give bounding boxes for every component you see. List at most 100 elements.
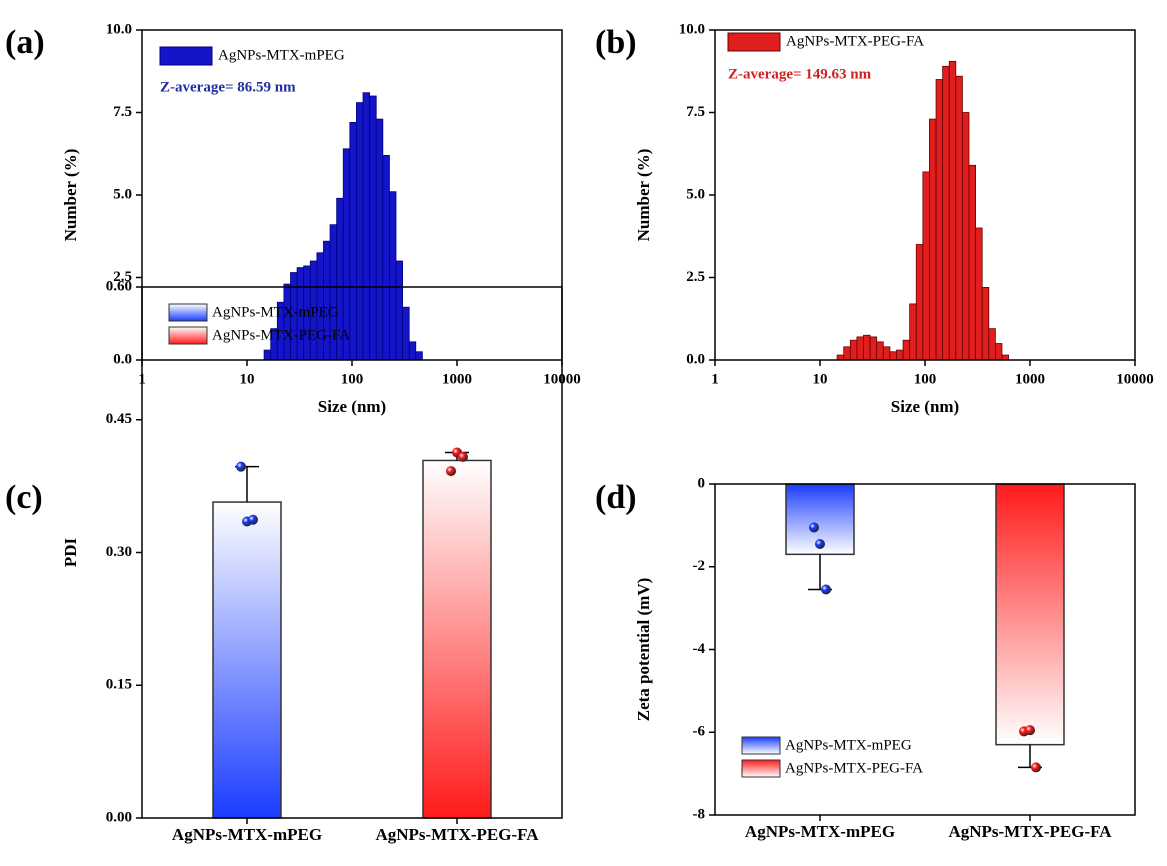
bar	[349, 122, 357, 361]
bar	[283, 283, 291, 361]
legend-label: AgNPs-MTX-mPEG	[218, 47, 345, 63]
legend-swatch	[168, 326, 208, 345]
y-tick-label: 0	[698, 475, 706, 491]
y-tick-label: 0.15	[106, 677, 132, 693]
legend-swatch	[727, 32, 781, 52]
bar	[935, 79, 944, 361]
panel-label: (d)	[595, 479, 637, 516]
y-tick-label: 7.5	[113, 104, 132, 120]
y-tick-label: 2.5	[686, 269, 705, 285]
bar	[849, 339, 858, 361]
bar	[962, 112, 970, 361]
annotation: Z-average= 86.59 nm	[160, 79, 296, 95]
bar	[408, 341, 417, 361]
bar	[889, 351, 897, 361]
bar	[415, 351, 423, 361]
legend-swatch	[168, 303, 208, 322]
y-tick-label: 7.5	[686, 104, 705, 120]
bar	[369, 95, 377, 361]
bar	[402, 306, 410, 361]
data-point	[815, 538, 825, 549]
x-tick-label: 10	[240, 371, 255, 387]
y-tick-label: 10.0	[106, 21, 132, 37]
bar	[948, 60, 957, 361]
legend-swatch	[741, 736, 781, 755]
data-point	[1031, 762, 1041, 773]
x-tick-label: AgNPs-MTX-mPEG	[172, 825, 322, 844]
bar	[843, 346, 851, 361]
bar	[375, 118, 384, 361]
bar	[356, 102, 364, 361]
y-tick-label: 2.5	[113, 269, 132, 285]
bar	[981, 286, 990, 361]
y-tick-label: -2	[693, 558, 706, 574]
bar	[995, 483, 1065, 746]
y-tick-label: -4	[693, 641, 706, 657]
x-tick-label: 10000	[1116, 371, 1154, 387]
bar	[422, 459, 492, 819]
x-axis-label: Size (nm)	[891, 397, 959, 416]
bar	[869, 336, 878, 361]
y-axis-label: Zeta potential (mV)	[634, 578, 653, 722]
bar	[975, 227, 983, 361]
legend-label: AgNPs-MTX-mPEG	[785, 737, 912, 753]
x-tick-label: 1	[711, 371, 719, 387]
legend-swatch	[741, 759, 781, 778]
x-tick-label: 10	[813, 371, 828, 387]
panel-label: (a)	[5, 24, 45, 61]
plot-frame	[714, 483, 1136, 816]
y-axis-label: PDI	[61, 537, 80, 567]
y-tick-label: 0.30	[106, 544, 132, 560]
y-tick-label: 0.60	[106, 278, 132, 294]
panel-label: (c)	[5, 479, 43, 516]
bar	[362, 92, 371, 361]
y-axis-label: Number (%)	[634, 149, 653, 242]
bar	[909, 303, 917, 361]
data-point	[1025, 725, 1035, 736]
bar	[922, 171, 930, 361]
panel-label: (b)	[595, 24, 637, 61]
plot-frame	[141, 29, 563, 361]
y-tick-label: 0.0	[113, 351, 132, 367]
legend-label: AgNPs-MTX-PEG-FA	[212, 327, 350, 343]
bar	[395, 260, 403, 361]
x-tick-label: 100	[914, 371, 937, 387]
y-tick-label: -8	[693, 806, 706, 822]
data-point	[821, 584, 831, 595]
bar	[942, 65, 950, 361]
bar	[902, 339, 911, 361]
y-tick-label: -6	[693, 724, 706, 740]
bar	[263, 349, 272, 361]
y-tick-label: 5.0	[686, 186, 705, 202]
bar	[212, 501, 282, 819]
plot-frame	[141, 286, 563, 819]
bar	[968, 164, 976, 361]
data-point	[446, 466, 456, 477]
bar	[882, 346, 891, 361]
x-axis-label: Size (nm)	[318, 397, 386, 416]
bar	[955, 75, 963, 361]
bar	[382, 154, 390, 361]
x-tick-label: 100	[341, 371, 364, 387]
bar	[988, 328, 996, 361]
bar	[389, 191, 397, 361]
legend-label: AgNPs-MTX-PEG-FA	[786, 33, 924, 49]
y-axis-label: Number (%)	[61, 149, 80, 242]
y-tick-label: 0.00	[106, 809, 132, 825]
legend-label: AgNPs-MTX-PEG-FA	[785, 760, 923, 776]
y-tick-label: 0.45	[106, 411, 132, 427]
annotation: Z-average= 149.63 nm	[728, 66, 872, 82]
y-tick-label: 5.0	[113, 186, 132, 202]
legend-label: AgNPs-MTX-mPEG	[212, 304, 339, 320]
bar	[896, 349, 904, 361]
data-point	[236, 461, 246, 472]
y-tick-label: 0.0	[686, 351, 705, 367]
bar	[929, 118, 937, 361]
data-point	[248, 514, 258, 525]
x-tick-label: AgNPs-MTX-PEG-FA	[948, 822, 1112, 841]
plot-frame	[714, 29, 1136, 361]
bar	[915, 244, 924, 361]
x-tick-label: AgNPs-MTX-PEG-FA	[375, 825, 539, 844]
data-point	[809, 522, 819, 533]
